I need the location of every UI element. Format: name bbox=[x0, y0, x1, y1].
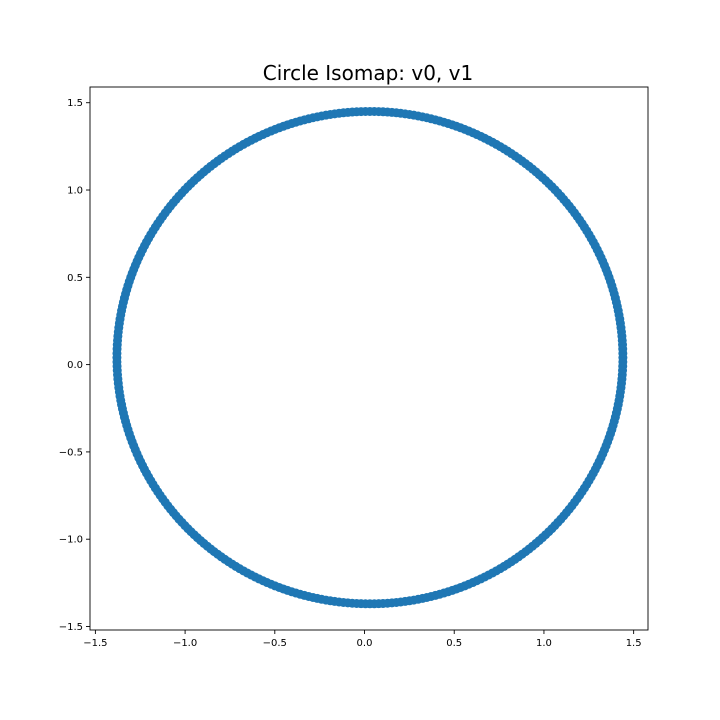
axes-frame bbox=[89, 86, 649, 631]
y-axis: −1.5 −1.0 −0.5 0.0 0.5 1.0 1.5 bbox=[59, 98, 90, 633]
plot-area: −1.5 −1.0 −0.5 0.0 0.5 1.0 1.5 −1.5 −1.0 −0.5 0.0… bbox=[59, 86, 649, 649]
y-tick-label: 1.5 bbox=[67, 98, 83, 109]
x-tick-label: −1.0 bbox=[173, 638, 197, 649]
x-tick-label: −1.5 bbox=[83, 638, 107, 649]
chart-title: Circle Isomap: v0, v1 bbox=[263, 61, 473, 85]
x-tick-label: −0.5 bbox=[263, 638, 287, 649]
y-tick-label: −0.5 bbox=[59, 447, 83, 458]
x-tick-label: 1.5 bbox=[626, 638, 642, 649]
y-tick-label: −1.5 bbox=[59, 622, 83, 633]
y-tick-label: −1.0 bbox=[59, 535, 83, 546]
x-tick-label: 1.0 bbox=[536, 638, 552, 649]
x-tick-label: 0.0 bbox=[357, 638, 373, 649]
y-tick-label: 0.0 bbox=[67, 360, 83, 371]
scatter-point bbox=[618, 357, 628, 367]
y-tick-label: 1.0 bbox=[67, 186, 83, 197]
y-tick-label: 0.5 bbox=[67, 273, 83, 284]
x-axis: −1.5 −1.0 −0.5 0.0 0.5 1.0 1.5 bbox=[83, 630, 642, 649]
x-tick-label: 0.5 bbox=[446, 638, 462, 649]
scatter-points bbox=[112, 106, 628, 609]
